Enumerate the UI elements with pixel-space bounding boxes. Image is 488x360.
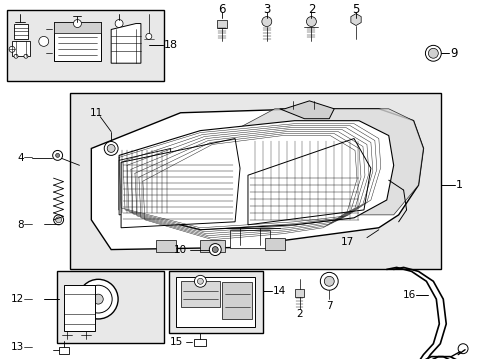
Text: 10: 10: [173, 244, 186, 255]
Text: 16: 16: [403, 290, 416, 300]
Text: 4: 4: [17, 153, 24, 163]
Circle shape: [324, 276, 333, 286]
Polygon shape: [264, 238, 284, 249]
Circle shape: [457, 344, 467, 354]
Circle shape: [78, 279, 118, 319]
Text: 17: 17: [340, 237, 353, 247]
Circle shape: [261, 17, 271, 27]
Circle shape: [14, 54, 18, 58]
Polygon shape: [156, 240, 175, 252]
Circle shape: [93, 294, 103, 304]
Circle shape: [115, 19, 123, 27]
Text: 15: 15: [170, 337, 183, 347]
Polygon shape: [12, 41, 30, 56]
Bar: [69, 93, 440, 269]
Circle shape: [107, 144, 115, 152]
Polygon shape: [215, 109, 423, 215]
Text: 12: 12: [11, 294, 24, 304]
Circle shape: [24, 54, 28, 58]
Text: 3: 3: [263, 3, 270, 16]
Polygon shape: [230, 230, 269, 248]
Circle shape: [209, 244, 221, 256]
Text: 7: 7: [325, 301, 332, 311]
Polygon shape: [217, 19, 227, 27]
Text: 2: 2: [296, 309, 302, 319]
Text: 11: 11: [89, 108, 102, 118]
Text: 18: 18: [163, 40, 178, 50]
Text: 1: 1: [455, 180, 462, 190]
Text: 13: 13: [11, 342, 24, 352]
Polygon shape: [54, 22, 101, 61]
Polygon shape: [279, 101, 333, 119]
Circle shape: [104, 141, 118, 156]
Polygon shape: [350, 14, 361, 26]
Circle shape: [9, 46, 15, 52]
Text: 9: 9: [449, 47, 457, 60]
Circle shape: [306, 17, 316, 27]
Polygon shape: [194, 339, 206, 346]
Circle shape: [53, 150, 62, 160]
Polygon shape: [63, 285, 95, 331]
Polygon shape: [119, 121, 393, 230]
Polygon shape: [121, 139, 240, 228]
Circle shape: [54, 215, 63, 225]
Circle shape: [56, 153, 60, 157]
Circle shape: [425, 45, 440, 61]
Circle shape: [73, 19, 81, 27]
Polygon shape: [14, 23, 28, 39]
Polygon shape: [180, 281, 220, 307]
Bar: [7, 10, 163, 81]
Circle shape: [56, 217, 61, 223]
Bar: [168, 271, 263, 333]
Polygon shape: [91, 109, 423, 249]
Polygon shape: [175, 277, 254, 327]
Polygon shape: [111, 23, 141, 63]
Text: 14: 14: [272, 286, 285, 296]
Polygon shape: [54, 22, 101, 33]
Circle shape: [39, 36, 49, 46]
Circle shape: [194, 275, 206, 287]
Text: 2: 2: [307, 3, 315, 16]
Polygon shape: [59, 347, 68, 354]
Circle shape: [84, 285, 112, 313]
Polygon shape: [222, 282, 251, 319]
Polygon shape: [247, 139, 370, 225]
Text: 5: 5: [352, 3, 359, 16]
Bar: [57, 271, 163, 343]
Circle shape: [212, 247, 218, 252]
Polygon shape: [200, 240, 224, 252]
Circle shape: [427, 48, 437, 58]
Circle shape: [197, 278, 203, 284]
Circle shape: [320, 273, 338, 290]
Text: 8: 8: [17, 220, 24, 230]
Text: 6: 6: [218, 3, 225, 16]
Polygon shape: [119, 148, 170, 215]
Circle shape: [145, 33, 151, 39]
Polygon shape: [294, 289, 304, 297]
